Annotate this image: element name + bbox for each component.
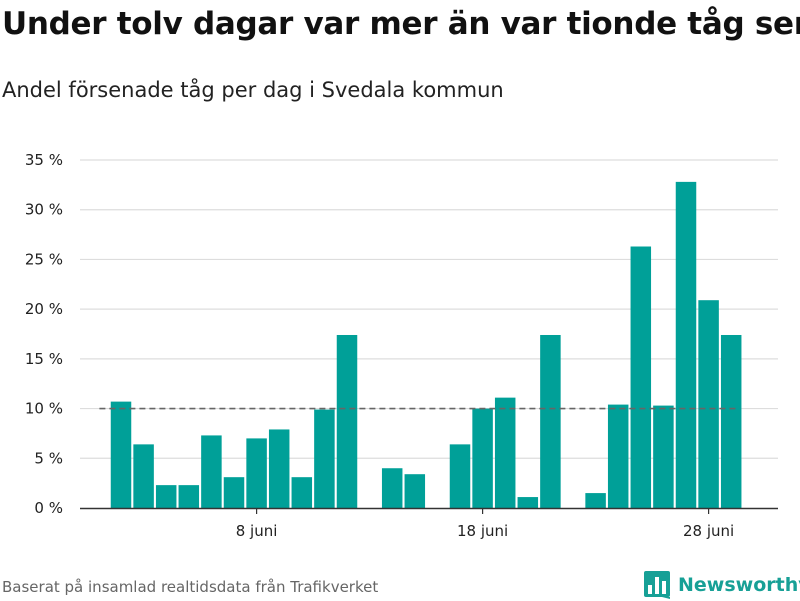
bar bbox=[698, 300, 719, 508]
y-tick-label: 0 % bbox=[34, 499, 63, 517]
bar bbox=[268, 429, 290, 508]
y-tick-label: 10 % bbox=[25, 400, 63, 418]
bar bbox=[653, 405, 674, 508]
bar bbox=[381, 468, 403, 508]
x-tick-label: 28 juni bbox=[683, 522, 734, 540]
brand-logo[interactable]: Newsworthy bbox=[644, 569, 800, 601]
bar bbox=[314, 409, 335, 508]
bar bbox=[110, 401, 132, 508]
bar bbox=[223, 477, 245, 508]
bar bbox=[155, 485, 177, 508]
source-note: Baserat på insamlad realtidsdata från Tr… bbox=[2, 578, 379, 596]
bar bbox=[291, 477, 313, 508]
bar bbox=[404, 474, 426, 508]
bar bbox=[494, 397, 516, 508]
bar-chart: 0 % 5 % 10 % 15 % 20 % 25 % 30 % 35 % 8 juni 18 j… bbox=[25, 151, 778, 540]
chart-subtitle: Andel försenade tåg per dag i Svedala ko… bbox=[2, 78, 504, 102]
y-tick-label: 15 % bbox=[25, 350, 63, 368]
y-tick-label: 25 % bbox=[25, 250, 63, 268]
bar bbox=[630, 246, 652, 508]
chart-title: Under tolv dagar var mer än var tionde t… bbox=[2, 6, 800, 42]
bar bbox=[517, 497, 539, 508]
axes: 0 % 5 % 10 % 15 % 20 % 25 % 30 % 35 % 8 juni 18 j… bbox=[25, 151, 778, 540]
y-tick-label: 35 % bbox=[25, 151, 63, 169]
y-tick-label: 30 % bbox=[25, 201, 63, 219]
bars bbox=[110, 181, 742, 509]
bar bbox=[607, 404, 629, 508]
bar bbox=[336, 334, 358, 508]
bar bbox=[133, 444, 154, 508]
y-tick-label: 20 % bbox=[25, 300, 63, 318]
bar-chart-logo-icon bbox=[644, 571, 670, 599]
x-tick-label: 8 juni bbox=[236, 522, 278, 540]
bar bbox=[540, 334, 561, 508]
bar bbox=[720, 334, 742, 508]
bar bbox=[178, 485, 200, 508]
y-tick-label: 5 % bbox=[34, 449, 63, 467]
bar bbox=[472, 408, 493, 508]
bar bbox=[675, 181, 697, 509]
bar bbox=[585, 493, 606, 508]
brand-name: Newsworthy bbox=[678, 574, 800, 596]
bar bbox=[449, 444, 471, 508]
gridlines bbox=[80, 159, 778, 459]
x-tick-label: 18 juni bbox=[457, 522, 508, 540]
bar bbox=[201, 435, 222, 508]
bar bbox=[246, 438, 267, 508]
